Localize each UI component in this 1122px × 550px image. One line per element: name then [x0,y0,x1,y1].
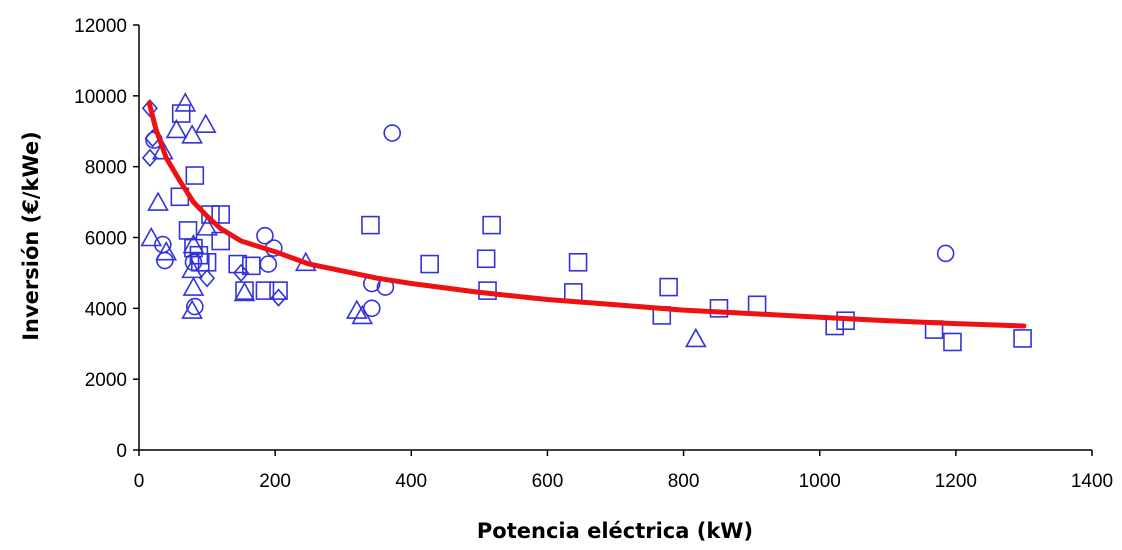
y-tick-label: 2000 [85,370,127,391]
x-tick-label: 1200 [935,471,977,492]
square-marker [171,104,191,123]
y-tick-label: 8000 [85,158,127,179]
x-tick-label: 200 [259,471,291,492]
circle-marker [363,299,381,318]
diamond-marker [199,269,216,288]
triangle-marker [351,304,374,325]
circle-marker [256,226,274,245]
triangle-marker [174,92,197,112]
square-marker [420,254,439,274]
y-tick-label: 0 [116,441,127,462]
square-marker [659,277,678,297]
square-marker [1013,329,1032,348]
square-marker [747,295,767,315]
y-tick-label: 6000 [85,229,127,250]
triangle-marker [181,299,203,319]
x-axis-title: Potencia eléctrica (kW) [477,519,753,543]
triangle-marker [181,124,203,144]
plot-axes [138,25,1092,451]
triangle-marker [182,233,205,254]
triangle-marker [165,118,188,139]
square-marker [563,283,583,302]
square-marker [361,215,380,235]
data-markers [140,92,1032,352]
square-marker [185,166,205,185]
triangle-marker [147,191,169,211]
square-marker [709,299,729,318]
diamond-marker [141,99,158,118]
square-marker [255,281,275,300]
circle-marker [156,251,174,270]
x-tick-label: 1000 [799,471,841,492]
circle-marker [936,244,955,263]
square-marker [269,281,288,300]
circle-marker [184,253,203,272]
triangle-marker [345,299,368,319]
y-tick-label: 12000 [74,16,127,37]
square-marker [228,254,248,274]
x-tick-label: 600 [532,471,564,492]
x-tick-label: 400 [395,471,427,492]
square-marker [184,238,203,258]
x-tick-label: 0 [134,471,145,492]
square-marker [235,281,254,300]
triangle-marker [155,241,178,261]
triangle-marker [233,281,256,302]
triangle-marker [182,276,205,296]
circle-marker [186,297,204,316]
square-marker [197,252,217,272]
x-axis-ticks: 0 200 400 600 800 1000 1200 1400 [134,450,1113,492]
square-marker [211,205,230,224]
square-marker [211,231,230,251]
x-tick-label: 1400 [1071,471,1113,492]
y-tick-label: 10000 [74,87,127,108]
square-marker [482,215,501,235]
square-marker [568,252,588,272]
triangle-marker [196,216,218,236]
y-axis-title: Inversión (€/kWe) [19,131,43,341]
diamond-marker [141,148,158,168]
x-tick-label: 800 [668,471,700,492]
trend-line [146,100,1027,329]
triangle-marker [151,140,174,160]
triangle-marker [684,327,707,348]
y-axis-ticks: 0 2000 4000 6000 8000 10000 12000 [74,16,139,462]
triangle-marker [140,226,163,247]
square-marker [476,249,496,269]
y-tick-label: 4000 [85,299,127,320]
triangle-marker [194,113,217,133]
trend-line-group [146,100,1027,329]
circle-marker [259,255,278,273]
square-marker [943,332,962,352]
circle-marker [383,124,402,142]
